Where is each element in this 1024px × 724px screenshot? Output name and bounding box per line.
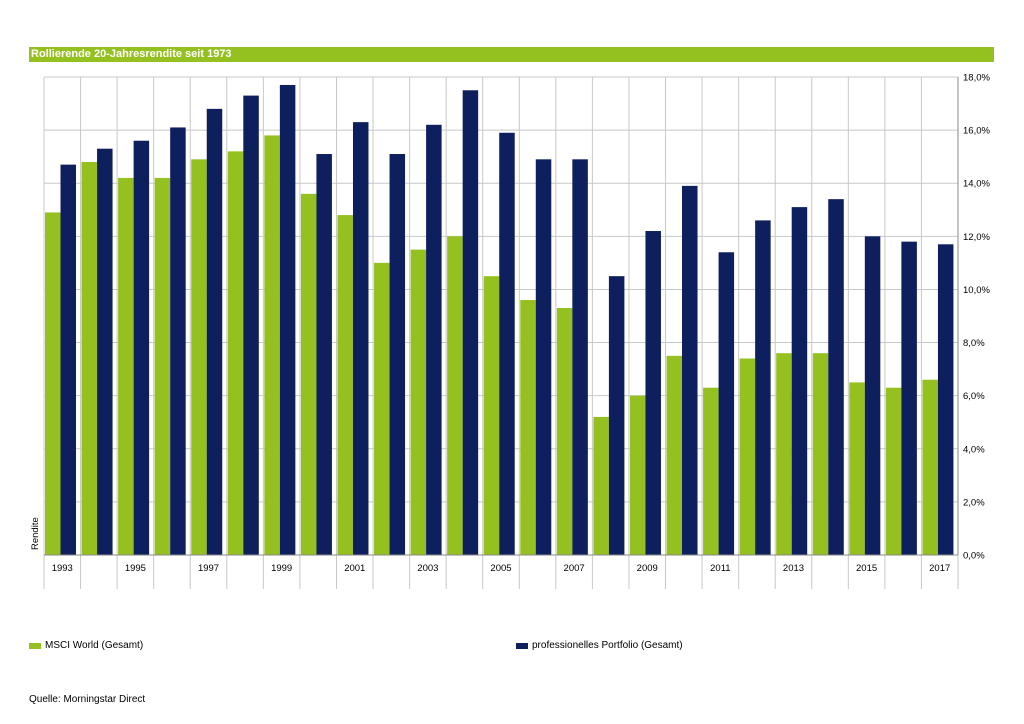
bar-msci-2002 (374, 262, 390, 555)
bar-msci-1994 (81, 161, 98, 555)
x-tick-label: 2005 (490, 563, 511, 574)
y-tick-label: 2,0% (963, 497, 985, 508)
axes (44, 77, 959, 556)
x-tick-label: 2007 (564, 563, 585, 574)
bar-portfolio-1993 (60, 164, 76, 555)
y-tick-label: 10,0% (963, 285, 990, 296)
bar-msci-1997 (191, 159, 207, 556)
bar-msci-2009 (629, 395, 646, 555)
bar-portfolio-2012 (755, 220, 771, 555)
bar-msci-2006 (520, 300, 536, 555)
x-tick-label: 2017 (929, 563, 950, 574)
bar-msci-2001 (337, 215, 353, 556)
bar-msci-2007 (556, 308, 573, 555)
bar-msci-2013 (776, 353, 792, 555)
y-tick-label: 6,0% (963, 391, 985, 402)
bar-portfolio-2002 (389, 154, 406, 555)
bar-portfolio-2007 (572, 159, 588, 556)
bar-portfolio-1995 (133, 140, 150, 555)
bar-portfolio-2003 (426, 124, 442, 556)
bar-msci-2005 (483, 276, 500, 555)
bar-portfolio-2004 (462, 90, 479, 556)
legend-swatch-msci (29, 642, 41, 649)
bar-portfolio-2011 (718, 252, 735, 555)
y-tick-label: 14,0% (963, 179, 990, 190)
bar-msci-2008 (593, 416, 609, 555)
bar-msci-2010 (666, 355, 683, 555)
x-tick-label: 2011 (710, 563, 730, 574)
bar-msci-2000 (300, 193, 317, 555)
bar-msci-1995 (118, 177, 134, 555)
x-tick-label: 1995 (125, 563, 146, 574)
chart-title: Rollierende 20-Jahresrendite seit 1973 (29, 47, 994, 62)
legend-swatch-portfolio (516, 642, 528, 649)
bar-msci-1998 (227, 151, 244, 555)
bar-portfolio-2005 (499, 132, 515, 555)
legend-label-portfolio: professionelles Portfolio (Gesamt) (532, 640, 683, 651)
bar-portfolio-2015 (864, 236, 881, 556)
y-tick-label: 16,0% (963, 126, 990, 137)
bar-msci-2016 (885, 387, 902, 555)
bar-msci-2004 (447, 236, 463, 556)
x-tick-label: 1999 (271, 563, 292, 574)
y-tick-label: 0,0% (963, 551, 985, 562)
bar-portfolio-2001 (352, 122, 369, 556)
x-tick-label: 2001 (344, 563, 365, 574)
y-tick-label: 12,0% (963, 232, 990, 243)
bar-msci-2014 (812, 353, 829, 555)
legend-item-portfolio: professionelles Portfolio (Gesamt) (516, 640, 683, 651)
bar-portfolio-2017 (937, 244, 954, 556)
bar-msci-2003 (410, 249, 427, 555)
bar-portfolio-2010 (682, 185, 698, 555)
bar-msci-2017 (922, 379, 938, 555)
legend-item-msci: MSCI World (Gesamt) (29, 640, 143, 651)
bar-portfolio-2013 (791, 207, 808, 555)
bar-portfolio-2006 (535, 159, 552, 556)
bar-msci-1993 (45, 212, 61, 555)
bar-msci-2011 (703, 387, 719, 555)
bar-portfolio-2014 (828, 199, 844, 555)
bar-msci-2012 (739, 358, 756, 555)
legend-label-msci: MSCI World (Gesamt) (45, 640, 144, 651)
bar-portfolio-2008 (608, 276, 625, 555)
x-tick-label: 1993 (52, 563, 73, 574)
bar-portfolio-2000 (316, 154, 332, 555)
x-tick-label: 1997 (198, 563, 219, 574)
y-tick-label: 18,0% (963, 73, 990, 84)
bar-portfolio-2016 (901, 241, 917, 555)
bar-portfolio-1994 (97, 148, 113, 555)
y-tick-label: 8,0% (963, 338, 985, 349)
bar-portfolio-1996 (170, 127, 186, 555)
x-tick-label: 2009 (637, 563, 658, 574)
y-tick-label: 4,0% (963, 444, 985, 455)
bar-portfolio-2009 (645, 231, 661, 555)
bars (45, 84, 954, 556)
x-tick-label: 2013 (783, 563, 804, 574)
bar-msci-1999 (264, 135, 280, 555)
bar-portfolio-1999 (279, 84, 296, 555)
bar-msci-1996 (154, 177, 171, 555)
x-tick-label: 2015 (856, 563, 877, 574)
bar-portfolio-1998 (243, 95, 259, 555)
bar-portfolio-1997 (206, 108, 223, 555)
x-tick-label: 2003 (417, 563, 438, 574)
tick-labels: 0,0% 2,0% 4,0% 6,0% 8,0% 10,0% 12,0% 14,0% 16,0%… (30, 73, 990, 575)
bar-msci-2015 (849, 382, 865, 555)
source-note: Quelle: Morningstar Direct (29, 694, 146, 705)
y-axis-title: Rendite (30, 517, 41, 550)
